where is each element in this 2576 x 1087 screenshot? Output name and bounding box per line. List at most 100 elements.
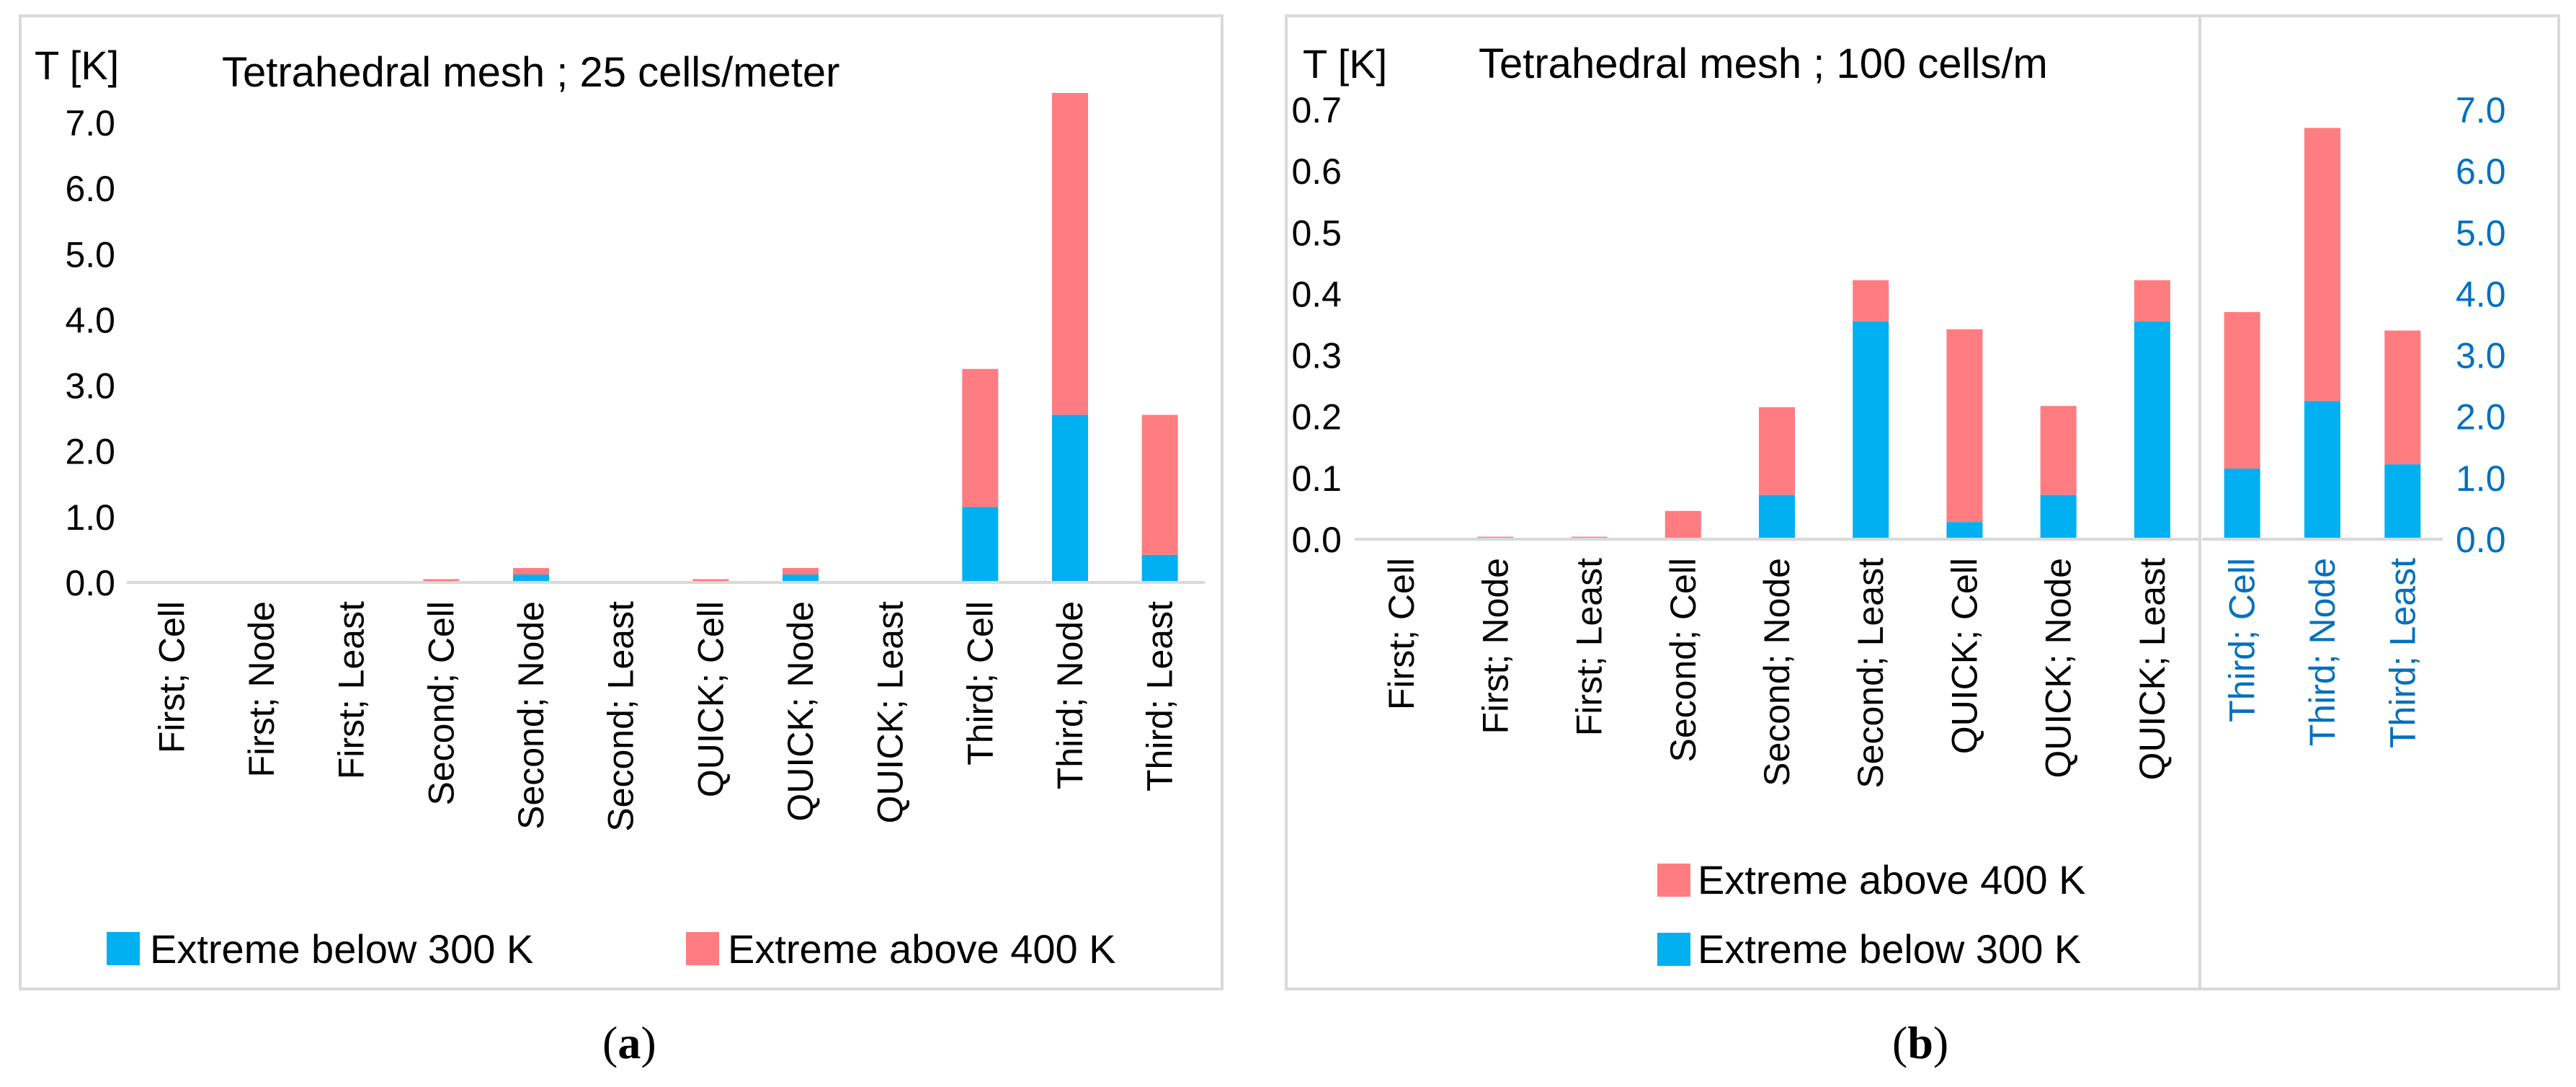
b-bar-below: [1946, 522, 1983, 539]
c-category-label: Third; Cell: [2222, 558, 2263, 722]
caption-a-letter: a: [618, 1017, 641, 1068]
b-category-label: First; Least: [1569, 558, 1610, 736]
b-bar-above: [2134, 280, 2170, 321]
b-ytick-label: 0.1: [1291, 458, 1342, 499]
panel-a-y-ticks: 0.0 1.0 2.0 3.0 4.0 5.0 6.0 7.0: [65, 103, 115, 603]
b-category-label: Second; Node: [1757, 558, 1797, 786]
panel-b: T [K] Tetrahedral mesh ; 100 cells/m 0.0…: [1285, 14, 2560, 990]
c-bar-above: [2304, 128, 2340, 401]
b-ytick-label: 0.4: [1291, 274, 1342, 314]
b-bar-above: [1853, 280, 1889, 321]
b-category-label: QUICK; Node: [2038, 558, 2079, 778]
panel-a-x-labels: First; Cell First; Node First; Least Second…: [151, 601, 1180, 832]
b-ytick-label: 0.5: [1291, 213, 1342, 253]
panel-b-inset-x-labels: Third; Cell Third; Node Third; Least: [2222, 558, 2423, 748]
legend-b-swatch-below: [1657, 933, 1690, 966]
a-category-label: Second; Least: [601, 601, 641, 832]
caption-b-letter: b: [1907, 1017, 1933, 1068]
a-bar-above: [692, 579, 729, 582]
a-category-label: Third; Cell: [960, 601, 1000, 766]
panel-b-legend: Extreme above 400 K Extreme below 300 K: [1657, 857, 2086, 972]
a-category-label: QUICK; Least: [870, 601, 911, 824]
b-category-label: Second; Cell: [1663, 558, 1703, 763]
c-ytick-label: 6.0: [2456, 151, 2506, 192]
a-bar-above: [783, 567, 819, 575]
a-ytick-label: 6.0: [65, 169, 115, 209]
b-bar-above: [1946, 329, 1983, 523]
a-bar-above: [1052, 92, 1088, 415]
a-ytick-label: 5.0: [65, 234, 115, 275]
c-bar-below: [2224, 469, 2260, 539]
panel-b-inset-bars: [2224, 128, 2421, 539]
c-ytick-label: 0.0: [2456, 520, 2506, 560]
a-category-label: Third; Least: [1140, 601, 1180, 791]
panel-b-title: Tetrahedral mesh ; 100 cells/m: [1479, 40, 2048, 87]
b-bar-below: [2134, 321, 2170, 539]
c-bar-below: [2384, 464, 2421, 539]
legend-label-above: Extreme above 400 K: [728, 926, 1116, 972]
a-ytick-label: 0.0: [65, 563, 115, 603]
panel-a-ylabel: T [K]: [35, 43, 119, 88]
a-bar-below: [513, 574, 549, 582]
panel-b-y-ticks: 0.0 0.1 0.2 0.3 0.4 0.5 0.6 0.7: [1291, 90, 1342, 560]
c-category-label: Third; Node: [2302, 558, 2343, 746]
a-ytick-label: 1.0: [65, 497, 115, 538]
legend-swatch-below: [107, 932, 140, 965]
b-ytick-label: 0.0: [1291, 520, 1342, 560]
caption-a: (a): [602, 1017, 656, 1068]
b-category-label: QUICK; Cell: [1944, 558, 1984, 754]
a-category-label: Third; Node: [1050, 601, 1090, 789]
panel-a: T [K] Tetrahedral mesh ; 25 cells/meter …: [19, 14, 1224, 990]
b-bar-above: [2040, 406, 2077, 495]
a-ytick-label: 4.0: [65, 300, 115, 340]
b-bar-below: [1853, 321, 1889, 539]
a-bar-above: [423, 579, 460, 582]
a-category-label: QUICK; Cell: [690, 601, 731, 797]
a-bar-below: [1141, 554, 1178, 582]
a-category-label: First; Least: [331, 601, 372, 779]
a-ytick-label: 3.0: [65, 366, 115, 407]
b-ytick-label: 0.7: [1291, 90, 1342, 130]
c-ytick-label: 1.0: [2456, 458, 2506, 499]
a-bar-below: [1052, 414, 1088, 582]
panel-b-x-labels: First; Cell First; Node First; Least Second…: [1381, 558, 2172, 789]
legend-b-swatch-above: [1657, 864, 1690, 897]
a-bar-below: [783, 574, 819, 582]
b-bar-above: [1664, 510, 1701, 539]
legend-b-label-below: Extreme below 300 K: [1698, 926, 2081, 972]
a-bar-above: [962, 368, 999, 507]
a-ytick-label: 2.0: [65, 432, 115, 472]
panel-a-bars: [423, 92, 1178, 582]
panel-b-inset-y-ticks: 0.0 1.0 2.0 3.0 4.0 5.0 6.0 7.0: [2456, 90, 2506, 560]
c-bar-below: [2304, 401, 2340, 539]
b-category-label: QUICK; Least: [2132, 558, 2172, 781]
a-bar-above: [1141, 414, 1178, 555]
c-ytick-label: 4.0: [2456, 274, 2506, 314]
c-ytick-label: 2.0: [2456, 397, 2506, 438]
a-category-label: Second; Node: [511, 601, 551, 830]
c-bar-above: [2384, 330, 2421, 465]
panel-b-frame: [1285, 14, 2560, 990]
c-ytick-label: 3.0: [2456, 336, 2506, 376]
panel-a-legend: Extreme below 300 K Extreme above 400 K: [107, 926, 1116, 972]
a-bar-below: [962, 507, 999, 582]
b-category-label: Second; Least: [1850, 558, 1891, 789]
b-category-label: First; Node: [1475, 558, 1515, 735]
a-category-label: First; Node: [241, 601, 282, 778]
caption-b: (b): [1892, 1017, 1948, 1068]
legend-b-label-above: Extreme above 400 K: [1698, 857, 2086, 902]
a-bar-above: [513, 567, 549, 575]
a-category-label: QUICK; Node: [780, 601, 821, 822]
c-category-label: Third; Least: [2382, 558, 2423, 748]
b-bar-below: [2040, 494, 2077, 539]
legend-swatch-above: [686, 932, 719, 965]
b-ytick-label: 0.2: [1291, 397, 1342, 438]
b-ytick-label: 0.3: [1291, 336, 1342, 376]
a-ytick-label: 7.0: [65, 103, 115, 143]
c-ytick-label: 5.0: [2456, 213, 2506, 253]
a-category-label: Second; Cell: [421, 601, 461, 806]
legend-label-below: Extreme below 300 K: [150, 926, 533, 972]
c-ytick-label: 7.0: [2456, 90, 2506, 130]
c-bar-above: [2224, 311, 2260, 469]
